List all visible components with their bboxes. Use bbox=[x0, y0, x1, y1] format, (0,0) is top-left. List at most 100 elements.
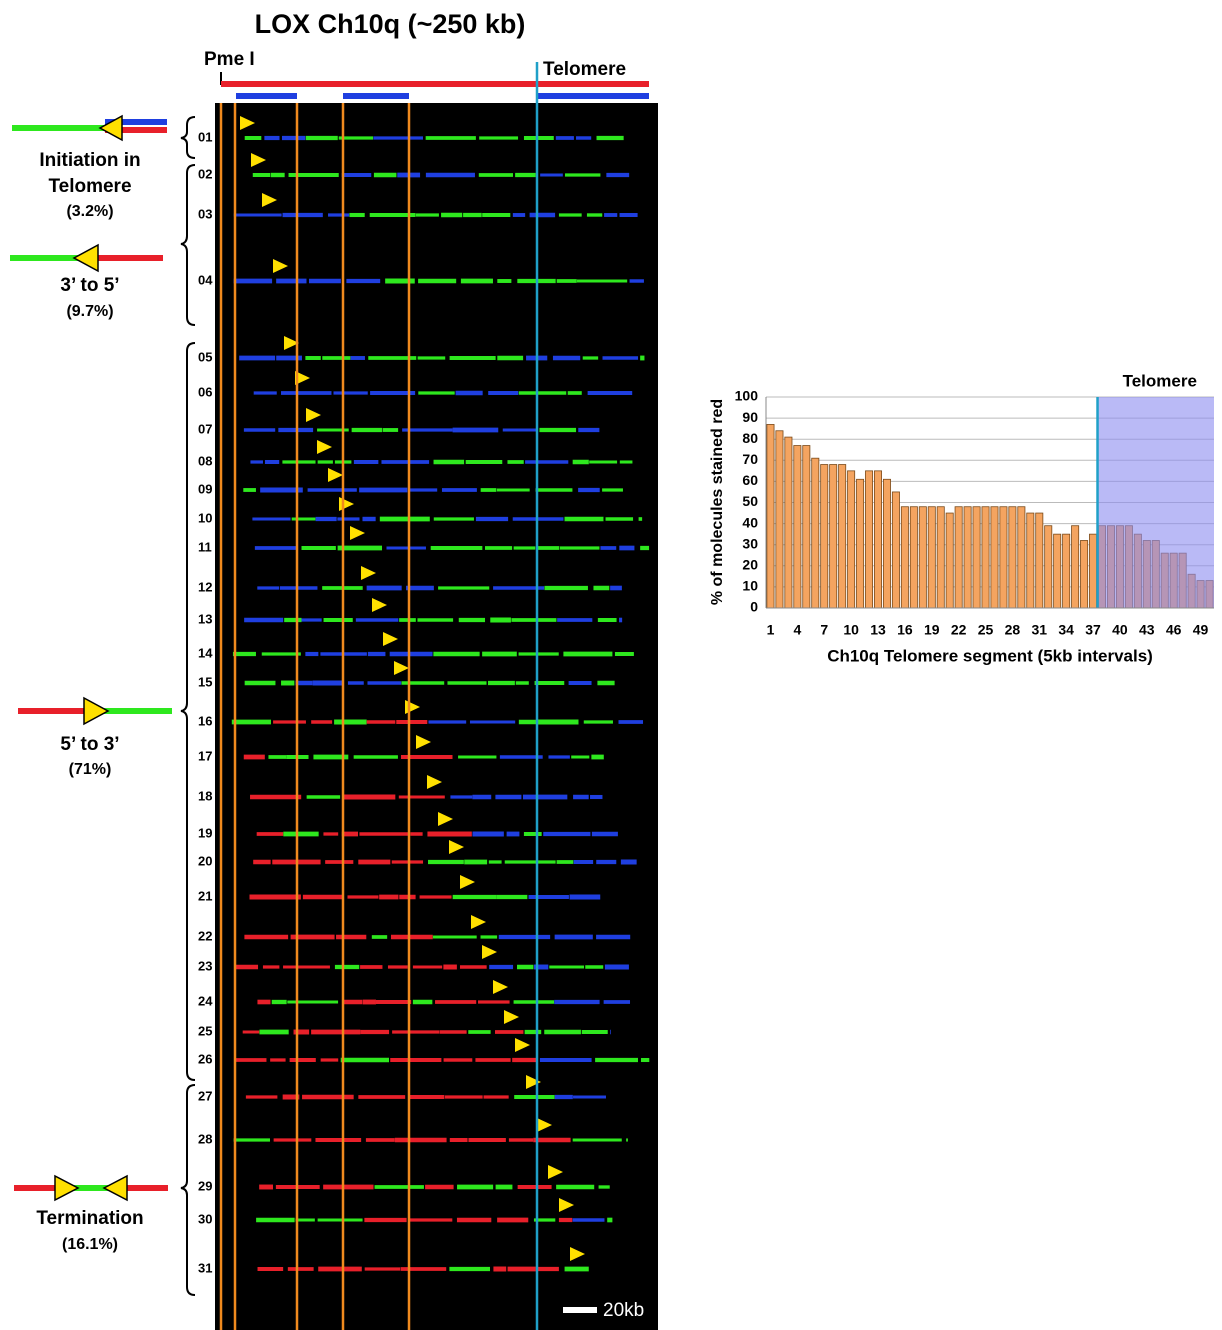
molecule-label: 19 bbox=[198, 825, 212, 840]
molecule-label: 08 bbox=[198, 453, 212, 468]
molecule-label: 20 bbox=[198, 853, 212, 868]
bar bbox=[910, 507, 917, 608]
molecule-label: 01 bbox=[198, 129, 212, 144]
molecule-label: 25 bbox=[198, 1023, 212, 1038]
y-tick-label: 60 bbox=[742, 472, 758, 488]
molecule-label: 29 bbox=[198, 1178, 212, 1193]
y-tick-label: 0 bbox=[750, 599, 758, 615]
bar bbox=[919, 507, 926, 608]
bar bbox=[794, 446, 801, 608]
x-tick-label: 13 bbox=[870, 622, 886, 638]
bar bbox=[955, 507, 962, 608]
molecule-label: 21 bbox=[198, 888, 212, 903]
molecule-label: 28 bbox=[198, 1131, 212, 1146]
bar bbox=[803, 446, 810, 608]
molecule-label: 23 bbox=[198, 958, 212, 973]
bar bbox=[964, 507, 971, 608]
y-tick-label: 70 bbox=[742, 451, 758, 467]
x-tick-label: 16 bbox=[897, 622, 913, 638]
y-tick-label: 30 bbox=[742, 535, 758, 551]
figure-title: LOX Ch10q (~250 kb) bbox=[255, 9, 526, 39]
fiber-image bbox=[215, 103, 658, 1330]
x-axis-label: Ch10q Telomere segment (5kb intervals) bbox=[827, 646, 1153, 665]
figure: LOX Ch10q (~250 kb) Pme I Telomere 20kb bbox=[0, 0, 1222, 1330]
molecule-label: 30 bbox=[198, 1211, 212, 1226]
highlight-label: Telomere bbox=[1123, 371, 1197, 390]
molecule-label: 04 bbox=[198, 272, 213, 287]
pme-label: Pme I bbox=[204, 49, 255, 70]
molecule-label: 15 bbox=[198, 674, 212, 689]
molecule-label: 14 bbox=[198, 645, 213, 660]
group-name: 5’ to 3’ bbox=[60, 734, 119, 755]
y-tick-label: 100 bbox=[735, 388, 759, 404]
group-name: 3’ to 5’ bbox=[60, 275, 119, 296]
bar bbox=[1000, 507, 1007, 608]
map-segment bbox=[236, 93, 297, 99]
bar bbox=[874, 471, 881, 608]
bar bbox=[1018, 507, 1025, 608]
bar bbox=[991, 507, 998, 608]
x-tick-label: 34 bbox=[1058, 622, 1074, 638]
bar bbox=[1080, 540, 1087, 608]
bar bbox=[973, 507, 980, 608]
x-tick-label: 46 bbox=[1166, 622, 1182, 638]
y-axis-label: % of molecules stained red bbox=[709, 399, 726, 605]
x-tick-label: 7 bbox=[820, 622, 828, 638]
molecule-label: 12 bbox=[198, 579, 212, 594]
x-tick-label: 22 bbox=[951, 622, 967, 638]
molecule-label: 10 bbox=[198, 510, 212, 525]
y-tick-label: 80 bbox=[742, 430, 758, 446]
bar bbox=[1009, 507, 1016, 608]
group-name: Termination bbox=[36, 1208, 143, 1229]
bar bbox=[982, 507, 989, 608]
bar bbox=[1036, 513, 1043, 608]
bar bbox=[1072, 526, 1079, 608]
group-percent: (16.1%) bbox=[62, 1236, 118, 1253]
bar bbox=[946, 513, 953, 608]
bar bbox=[1045, 526, 1052, 608]
x-tick-label: 28 bbox=[1005, 622, 1021, 638]
molecule-label: 26 bbox=[198, 1051, 212, 1066]
group-percent: (71%) bbox=[69, 761, 112, 778]
molecule-label: 16 bbox=[198, 713, 212, 728]
molecule-label: 24 bbox=[198, 993, 213, 1008]
map-bar bbox=[221, 81, 649, 87]
x-tick-label: 37 bbox=[1085, 622, 1101, 638]
molecule-label: 13 bbox=[198, 611, 212, 626]
x-tick-label: 4 bbox=[793, 622, 801, 638]
group-name: Telomere bbox=[48, 176, 131, 197]
molecule-label: 22 bbox=[198, 928, 212, 943]
bar bbox=[848, 471, 855, 608]
x-tick-label: 19 bbox=[924, 622, 940, 638]
molecule-label: 31 bbox=[198, 1260, 212, 1275]
bar bbox=[839, 465, 846, 608]
y-tick-label: 20 bbox=[742, 557, 758, 573]
group-percent: (9.7%) bbox=[66, 303, 113, 320]
molecule-label: 03 bbox=[198, 206, 212, 221]
braces bbox=[181, 117, 195, 1295]
y-tick-label: 90 bbox=[742, 409, 758, 425]
scale-label: 20kb bbox=[603, 1300, 644, 1321]
bar bbox=[883, 479, 890, 608]
bar bbox=[865, 471, 872, 608]
x-tick-label: 40 bbox=[1112, 622, 1128, 638]
scale-bar bbox=[563, 1307, 597, 1313]
molecule-label: 17 bbox=[198, 748, 212, 763]
molecule-label: 06 bbox=[198, 384, 212, 399]
molecule-label: 18 bbox=[198, 788, 212, 803]
group-name: Initiation in bbox=[39, 150, 140, 171]
y-tick-label: 40 bbox=[742, 514, 758, 530]
bar bbox=[1063, 534, 1070, 608]
bar bbox=[892, 492, 899, 608]
page: LOX Ch10q (~250 kb) Pme I Telomere 20kb bbox=[0, 0, 1222, 1330]
x-tick-label: 1 bbox=[767, 622, 775, 638]
bar bbox=[937, 507, 944, 608]
x-tick-label: 10 bbox=[843, 622, 859, 638]
bar bbox=[812, 458, 819, 608]
x-tick-label: 31 bbox=[1031, 622, 1047, 638]
bar bbox=[821, 465, 828, 608]
molecule-label: 09 bbox=[198, 481, 212, 496]
molecule-label: 05 bbox=[198, 349, 212, 364]
bar bbox=[901, 507, 908, 608]
molecule-label: 11 bbox=[198, 539, 212, 554]
